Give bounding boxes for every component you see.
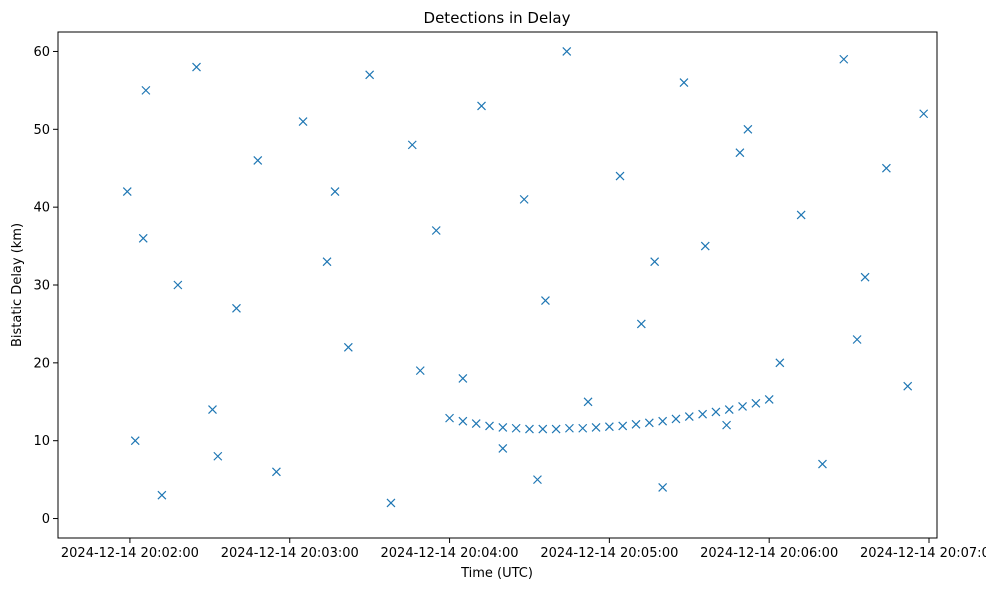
data-point	[192, 62, 201, 72]
data-point	[122, 187, 132, 197]
data-point	[173, 280, 183, 290]
data-point	[743, 124, 753, 134]
data-point	[458, 373, 468, 383]
data-point	[564, 423, 574, 433]
data-point	[698, 409, 708, 419]
y-tick-label: 20	[33, 356, 50, 371]
data-point	[343, 342, 353, 352]
data-point	[407, 140, 417, 150]
chart-title: Detections in Delay	[424, 9, 571, 27]
data-point	[700, 241, 710, 251]
data-point	[615, 171, 625, 181]
data-point	[644, 418, 654, 428]
data-point	[485, 421, 494, 431]
data-point	[386, 498, 396, 508]
data-point	[298, 117, 308, 126]
y-axis: 0 10 20 30 40 50 60	[33, 45, 58, 527]
data-point	[458, 416, 468, 426]
data-point	[684, 412, 694, 421]
data-point	[538, 424, 548, 434]
data-point	[232, 303, 241, 313]
data-point	[471, 419, 481, 428]
data-point	[253, 156, 263, 165]
data-point	[722, 420, 731, 430]
data-point	[650, 257, 660, 267]
data-point	[477, 101, 486, 111]
data-point	[157, 490, 167, 500]
y-tick-label: 30	[33, 279, 50, 294]
x-tick-label: 2024-12-14 20:04:00	[381, 546, 519, 561]
data-point	[735, 148, 745, 158]
data-point	[138, 233, 148, 243]
data-point	[208, 405, 217, 414]
data-point	[322, 257, 332, 267]
data-point	[711, 407, 721, 417]
data-point	[839, 54, 849, 64]
data-point	[213, 451, 223, 461]
x-tick-label: 2024-12-14 20:07:00	[860, 546, 986, 561]
data-point	[860, 272, 870, 282]
y-tick-label: 0	[42, 512, 50, 527]
data-point	[498, 423, 508, 432]
data-point	[764, 395, 774, 404]
data-point	[519, 194, 529, 204]
data-point	[415, 366, 425, 376]
data-point	[498, 444, 508, 453]
x-tick-label: 2024-12-14 20:05:00	[540, 546, 678, 561]
y-tick-label: 60	[33, 45, 50, 60]
data-point	[881, 163, 891, 173]
data-point	[796, 210, 806, 220]
data-point	[919, 109, 929, 119]
data-points	[122, 47, 929, 508]
data-point	[591, 423, 601, 432]
data-point	[631, 419, 641, 429]
data-point	[604, 422, 614, 432]
data-point	[818, 459, 827, 469]
data-point	[562, 47, 572, 56]
data-point	[541, 296, 550, 305]
data-point	[130, 436, 140, 446]
y-tick-label: 50	[33, 123, 50, 138]
data-point	[525, 424, 534, 434]
data-point	[636, 319, 646, 329]
data-point	[583, 397, 593, 407]
data-point	[751, 398, 761, 408]
data-point	[738, 402, 747, 411]
x-axis: 2024-12-14 20:02:00 2024-12-14 20:03:00 20…	[61, 538, 986, 561]
y-tick-label: 40	[33, 201, 50, 216]
data-point	[511, 423, 521, 433]
data-point	[365, 70, 375, 80]
data-point	[671, 414, 681, 424]
x-axis-label: Time (UTC)	[460, 566, 533, 581]
data-point	[271, 467, 281, 477]
data-point	[679, 78, 689, 88]
data-point	[658, 482, 668, 492]
x-tick-label: 2024-12-14 20:03:00	[221, 546, 359, 561]
data-point	[852, 335, 862, 344]
y-axis-label: Bistatic Delay (km)	[10, 223, 25, 347]
plot-area	[57, 31, 938, 539]
data-point	[551, 424, 561, 434]
x-tick-label: 2024-12-14 20:06:00	[700, 546, 838, 561]
data-point	[578, 423, 588, 433]
data-point	[533, 475, 542, 485]
data-point	[141, 85, 151, 95]
data-point	[618, 421, 628, 431]
data-point	[658, 416, 668, 426]
data-point	[903, 381, 913, 391]
y-tick-label: 10	[33, 434, 50, 449]
data-point	[431, 226, 441, 235]
data-point	[724, 405, 734, 414]
data-point	[775, 358, 785, 368]
data-point	[330, 187, 340, 197]
x-tick-label: 2024-12-14 20:02:00	[61, 546, 199, 561]
data-point	[445, 413, 454, 423]
